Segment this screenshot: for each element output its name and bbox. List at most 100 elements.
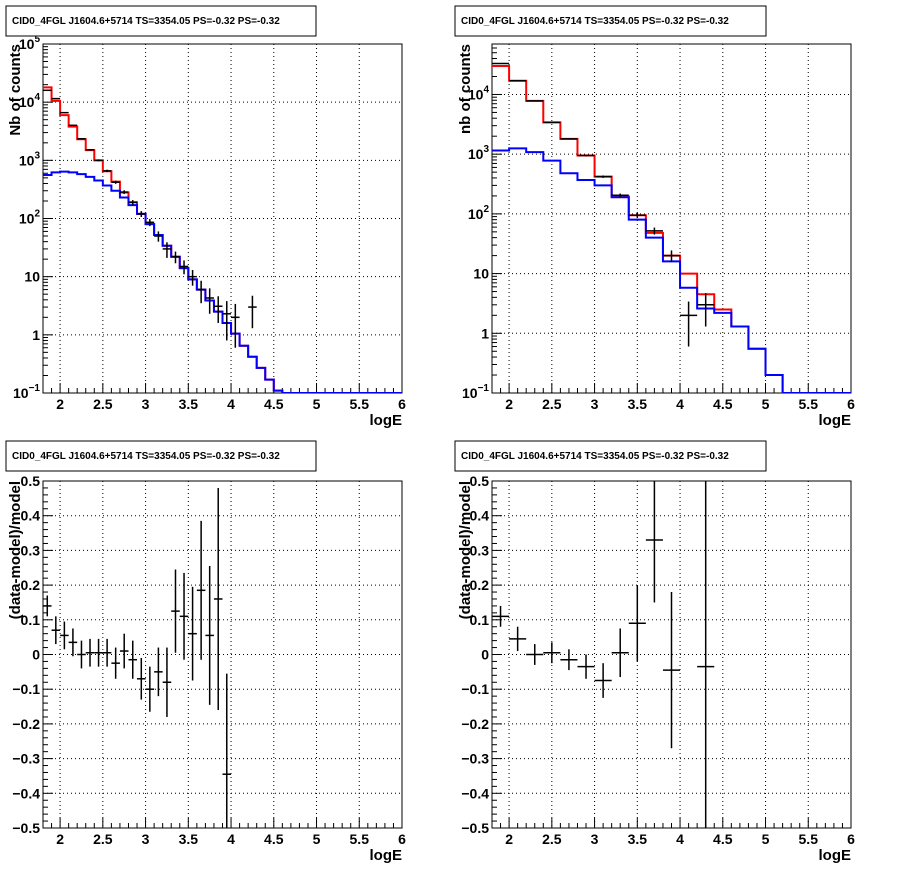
x-tick-label: 4.5 <box>713 396 733 412</box>
data-point <box>645 227 663 235</box>
y-tick-label: −0.1 <box>12 681 40 697</box>
data-point <box>68 124 78 127</box>
series-blue-step-line <box>43 170 402 393</box>
data-point <box>85 148 95 151</box>
x-tick-label: 2 <box>505 396 513 412</box>
data-point <box>577 154 595 157</box>
data-point <box>577 654 595 679</box>
x-tick-label: 3 <box>591 396 599 412</box>
data-point <box>51 97 61 100</box>
data-point <box>645 481 663 603</box>
x-tick-label: 2.5 <box>93 831 113 847</box>
x-tick-label: 3 <box>591 831 599 847</box>
y-tick-label: 1 <box>32 327 40 343</box>
data-point <box>594 175 612 178</box>
plot-content <box>43 487 232 828</box>
data-point <box>248 295 257 329</box>
series-red-step-line <box>492 64 851 393</box>
x-tick-label: 5.5 <box>799 831 819 847</box>
plot-content <box>492 481 715 828</box>
data-point <box>179 260 189 275</box>
data-point <box>94 159 103 162</box>
y-tick-label: 0 <box>481 647 489 663</box>
data-point <box>162 647 172 717</box>
data-point <box>179 572 189 660</box>
panel-2: 2 2.5 3 3.5 4 4.5 5 5.5 610−1110102103104logEnb … <box>454 5 855 429</box>
title-box: CID0_4FGL J1604.6+5714 TS=3354.05 PS=-0.… <box>454 5 767 37</box>
data-point <box>628 212 646 219</box>
data-point <box>196 520 206 660</box>
data-point <box>526 100 544 102</box>
data-point <box>102 169 112 173</box>
data-point <box>594 663 612 698</box>
y-tick-label: 10−1 <box>13 383 40 401</box>
chart-title: CID0_4FGL J1604.6+5714 TS=3354.05 PS=-0.… <box>461 16 729 27</box>
data-point <box>543 642 561 664</box>
data-point <box>94 638 103 667</box>
data-point <box>697 293 715 327</box>
data-point <box>162 242 172 258</box>
data-point <box>611 193 629 198</box>
data-point <box>128 200 138 205</box>
x-tick-label: 6 <box>398 831 406 847</box>
chart-title: CID0_4FGL J1604.6+5714 TS=3354.05 PS=-0.… <box>12 16 280 27</box>
data-point <box>205 566 214 705</box>
data-point <box>128 640 138 679</box>
x-tick-label: 3.5 <box>628 396 648 412</box>
data-point <box>154 231 163 242</box>
y-tick-label: 0.3 <box>21 542 41 558</box>
x-tick-label: 2 <box>505 831 513 847</box>
panel-4: 2 2.5 3 3.5 4 4.5 5 5.5 6 −0.5 −0.4 −0.3 −0.2 −0.1 0 0.… <box>454 440 855 864</box>
data-point <box>171 251 180 264</box>
y-tick-label: 10 <box>24 269 40 285</box>
x-tick-label: 4 <box>227 831 235 847</box>
axis-ticks <box>42 480 403 829</box>
data-point <box>662 592 681 749</box>
data-point <box>43 89 52 92</box>
y-axis-title: nb of counts <box>457 44 474 134</box>
x-tick-label: 2.5 <box>542 396 562 412</box>
data-point <box>205 288 214 314</box>
x-tick-label: 4 <box>676 831 684 847</box>
x-axis-title: logE <box>819 847 852 864</box>
data-point <box>697 481 715 828</box>
x-tick-label: 4.5 <box>264 396 284 412</box>
data-point <box>188 270 197 286</box>
y-tick-label: −0.4 <box>461 785 489 801</box>
axis-ticks <box>491 480 852 829</box>
data-point <box>222 673 232 828</box>
y-tick-label: 10−1 <box>462 383 489 401</box>
axis-ticks <box>491 43 852 394</box>
y-tick-label: −0.5 <box>461 820 489 836</box>
data-point <box>60 621 69 650</box>
grid <box>492 44 852 394</box>
data-point <box>111 647 120 679</box>
data-point <box>213 296 223 323</box>
data-point <box>526 644 544 665</box>
title-frame <box>454 440 767 472</box>
data-point <box>213 487 223 711</box>
x-tick-label: 5.5 <box>799 396 819 412</box>
grid <box>43 43 403 394</box>
data-point <box>77 640 86 669</box>
y-tick-label: 102 <box>19 209 41 227</box>
x-axis-title: logE <box>370 412 403 429</box>
data-point <box>171 569 180 653</box>
y-axis-title: (data-model)/model <box>7 481 24 619</box>
data-point <box>137 211 146 218</box>
chart-title: CID0_4FGL J1604.6+5714 TS=3354.05 PS=-0.… <box>12 451 280 462</box>
y-tick-label: 102 <box>468 204 490 222</box>
data-point <box>85 638 95 667</box>
plot-frame <box>42 480 403 829</box>
title-frame <box>454 5 767 37</box>
plot-frame <box>491 43 852 394</box>
y-axis-title: Nb of counts <box>7 44 24 136</box>
x-tick-label: 2.5 <box>542 831 562 847</box>
x-axis-title: logE <box>819 412 852 429</box>
x-tick-label: 2 <box>56 831 64 847</box>
data-point <box>231 303 240 348</box>
x-tick-label: 2.5 <box>93 396 113 412</box>
panel-1: 2 2.5 3 3.5 4 4.5 5 5.5 610−1110102103104105logE… <box>5 5 406 429</box>
y-tick-label: 0 <box>32 647 40 663</box>
x-tick-label: 4.5 <box>713 831 733 847</box>
